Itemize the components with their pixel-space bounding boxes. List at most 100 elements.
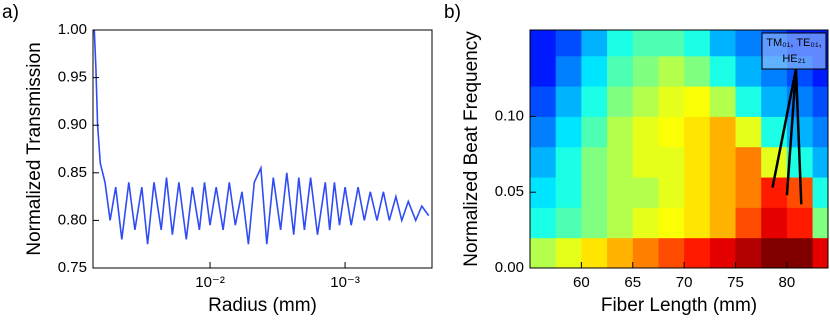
heat-cell <box>709 177 737 208</box>
heat-cell <box>658 237 685 268</box>
heat-cell <box>581 86 608 117</box>
heat-cell <box>735 146 762 178</box>
heat-cell <box>581 55 608 87</box>
x-tick-label: 75 <box>727 274 744 291</box>
y-tick-label: 0.05 <box>495 183 524 200</box>
heat-cell <box>761 86 788 117</box>
heat-cell <box>632 177 659 208</box>
heat-cell <box>761 207 788 239</box>
heat-cell <box>709 207 737 239</box>
panel-label: b) <box>444 2 461 23</box>
x-tick-label: 70 <box>676 274 693 291</box>
x-tick-label: 80 <box>779 274 796 291</box>
heat-cell <box>709 55 737 87</box>
x-tick-label: 10⁻² <box>195 274 225 291</box>
annotation-line <box>794 68 803 205</box>
heat-cell <box>530 30 557 57</box>
heat-cell <box>581 116 608 148</box>
heat-cell <box>812 116 828 148</box>
panel-label: a) <box>2 2 19 23</box>
heat-cell <box>530 207 557 239</box>
heat-cell <box>786 207 814 239</box>
heat-cell <box>607 146 634 178</box>
heat-cell <box>607 237 634 268</box>
heat-cell <box>581 146 608 178</box>
heat-cell <box>632 207 659 239</box>
heat-cell <box>709 86 737 117</box>
annotation-text: HE₂₁ <box>782 53 806 65</box>
y-tick-label: 1.00 <box>58 21 87 38</box>
y-tick-label: 0.75 <box>58 259 87 276</box>
heat-cell <box>632 30 659 57</box>
heat-cell <box>684 177 711 208</box>
heat-cell <box>632 116 659 148</box>
heat-cell <box>786 237 814 268</box>
heat-cell <box>658 207 685 239</box>
heat-cell <box>555 177 582 208</box>
heat-cell <box>684 237 711 268</box>
heat-cell <box>632 237 659 268</box>
heat-cell <box>658 86 685 117</box>
heat-cell <box>555 146 582 178</box>
heat-cell <box>530 116 557 148</box>
heat-cell <box>709 237 737 268</box>
annotation-line <box>785 68 798 196</box>
heat-cell <box>607 177 634 208</box>
y-tick-label: 0.85 <box>58 164 87 181</box>
heat-cell <box>658 177 685 208</box>
y-axis-label: Normalized Beat Frequency <box>461 31 482 267</box>
heat-cell <box>735 177 762 208</box>
heat-cell <box>812 237 828 268</box>
heat-cell <box>555 30 582 57</box>
heat-cell <box>658 146 685 178</box>
heat-cell <box>684 55 711 87</box>
heat-cell <box>555 237 582 268</box>
heat-cell <box>709 146 737 178</box>
heat-cell <box>555 55 582 87</box>
heat-cell <box>684 207 711 239</box>
heat-cell <box>658 30 685 57</box>
heat-cell <box>735 30 762 57</box>
heat-cell <box>607 207 634 239</box>
heat-cell <box>530 55 557 87</box>
x-tick-label: 60 <box>573 274 590 291</box>
y-tick-label: 0.10 <box>495 107 524 124</box>
heat-cell <box>555 86 582 117</box>
heat-cell <box>555 207 582 239</box>
y-axis-label: Normalized Transmission <box>24 42 45 255</box>
heat-cell <box>658 116 685 148</box>
heat-cell <box>530 86 557 117</box>
heat-cell <box>607 30 634 57</box>
annotation-box <box>761 32 827 70</box>
heat-cell <box>684 146 711 178</box>
plot-frame <box>92 29 433 269</box>
heat-cell <box>581 237 608 268</box>
heat-cell <box>581 177 608 208</box>
y-tick-label: 0.95 <box>58 69 87 86</box>
heat-cell <box>709 116 737 148</box>
heat-cell <box>812 146 828 178</box>
y-tick-label: 0.90 <box>58 116 87 133</box>
heat-cell <box>658 55 685 87</box>
data-line <box>93 30 430 245</box>
y-tick-label: 0.80 <box>58 211 87 228</box>
plot-frame <box>529 29 829 269</box>
heat-cell <box>684 86 711 117</box>
heat-cell <box>709 30 737 57</box>
heat-cell <box>632 86 659 117</box>
heat-cell <box>684 116 711 148</box>
x-tick-label: 10⁻³ <box>330 274 360 291</box>
heat-cell <box>581 30 608 57</box>
heat-cell <box>530 146 557 178</box>
heat-cell <box>607 116 634 148</box>
heat-cell <box>684 30 711 57</box>
heat-cell <box>632 55 659 87</box>
heat-cell <box>812 207 828 239</box>
x-axis-label: Fiber Length (mm) <box>601 295 757 316</box>
heat-cell <box>530 237 557 268</box>
x-axis-label: Radius (mm) <box>208 295 317 316</box>
heat-cell <box>735 55 762 87</box>
heat-cell <box>607 86 634 117</box>
heat-cell <box>555 116 582 148</box>
heat-cell <box>632 146 659 178</box>
